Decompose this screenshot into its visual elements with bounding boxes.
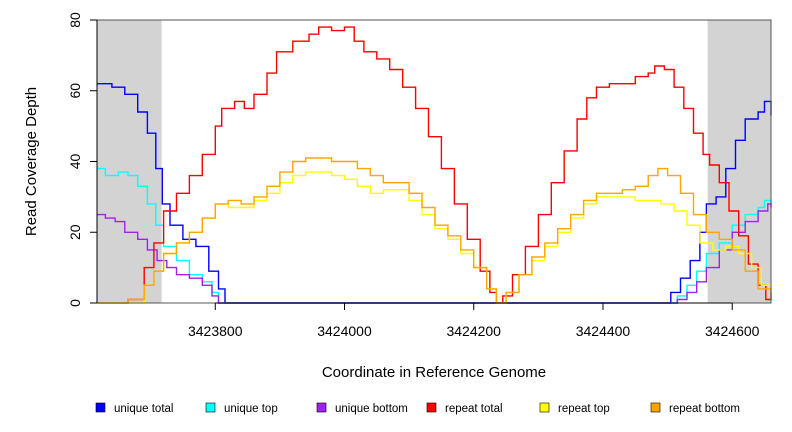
series-line-repeat-bottom [97, 157, 772, 304]
y-axis-title: Read Coverage Depth [23, 87, 40, 236]
legend: unique total unique top unique bottom repea… [95, 402, 740, 415]
legend-label-unique-bottom: unique bottom [335, 403, 408, 415]
y-tick-label: 20 [67, 224, 83, 240]
shaded-region-1 [97, 20, 162, 303]
series-line-unique-top [97, 167, 772, 304]
y-axis: 0 20 40 60 80 [67, 12, 98, 307]
shaded-region-2 [707, 20, 771, 303]
legend-swatch-unique-total [95, 402, 106, 413]
x-axis-title: Coordinate in Reference Genome [322, 364, 546, 381]
legend-label-repeat-total: repeat total [445, 403, 503, 415]
series-lines [97, 26, 772, 304]
plot-frame [96, 19, 772, 304]
x-tick-label: 3423800 [188, 323, 243, 339]
series-line-unique-total [97, 83, 772, 304]
y-tick-label: 40 [67, 154, 83, 170]
y-tick-label: 60 [67, 83, 83, 99]
shaded-regions [97, 20, 771, 303]
legend-swatch-repeat-bottom [650, 402, 661, 413]
legend-label-unique-top: unique top [224, 403, 278, 415]
legend-swatch-repeat-top [539, 402, 550, 413]
legend-swatch-repeat-total [426, 402, 437, 413]
legend-label-unique-total: unique total [114, 403, 173, 415]
legend-label-repeat-bottom: repeat bottom [669, 403, 740, 415]
series-line-repeat-top [97, 171, 772, 304]
legend-label-repeat-top: repeat top [558, 403, 610, 415]
x-tick-label: 3424400 [576, 323, 631, 339]
x-tick-label: 3424000 [317, 323, 372, 339]
x-tick-label: 3424600 [705, 323, 760, 339]
series-line-unique-bottom [97, 203, 772, 304]
y-tick-label: 0 [67, 299, 83, 307]
legend-swatch-unique-top [205, 402, 216, 413]
x-tick-label: 3424200 [446, 323, 501, 339]
x-axis: 3423800 3424000 3424200 3424400 3424600 [188, 302, 760, 339]
y-tick-label: 80 [67, 12, 83, 28]
legend-swatch-unique-bottom [316, 402, 327, 413]
series-line-repeat-total [97, 26, 772, 304]
